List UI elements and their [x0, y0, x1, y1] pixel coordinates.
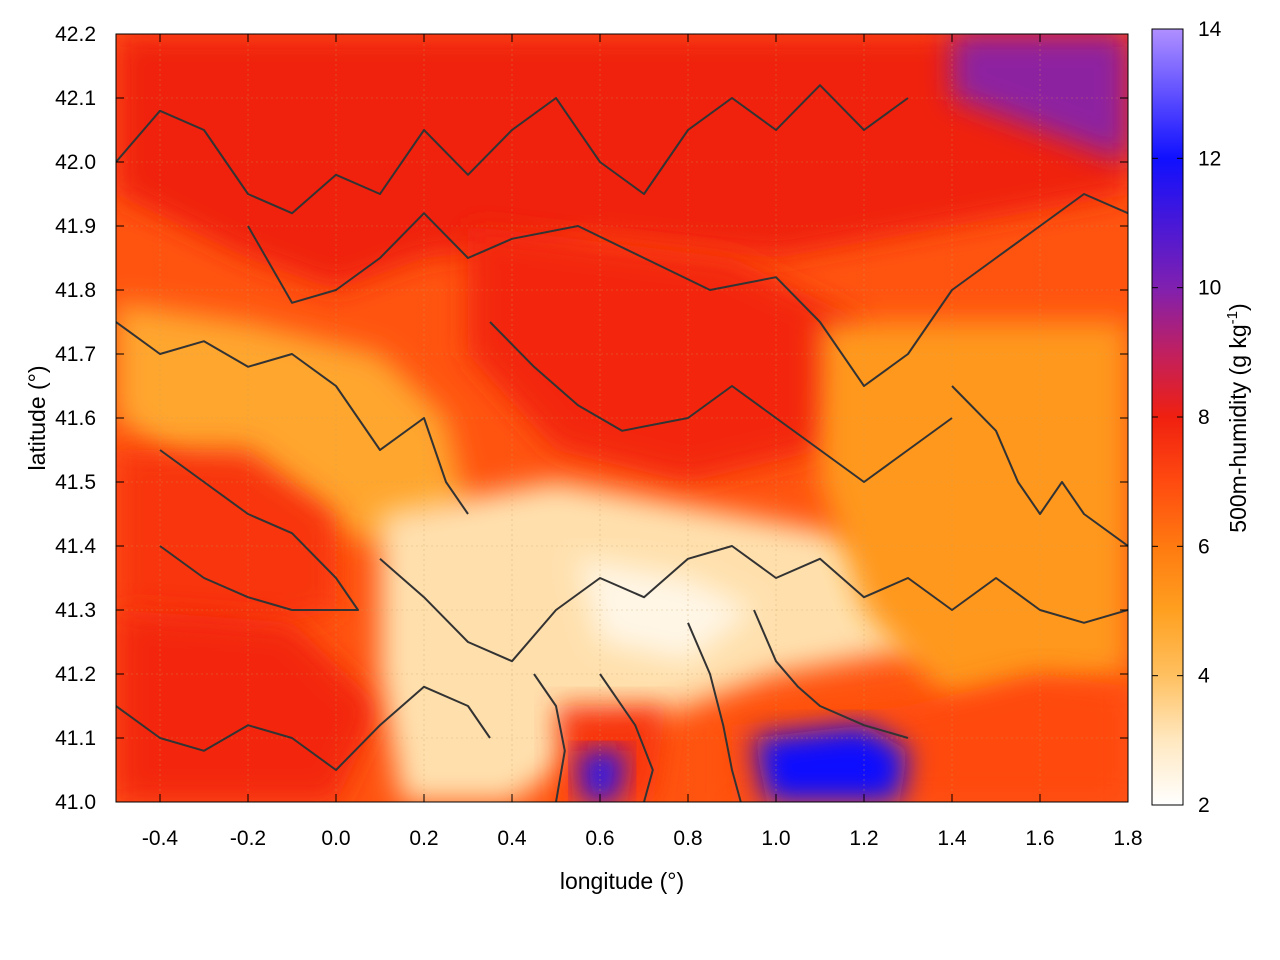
heatmap-region-northeast-purple	[952, 34, 1128, 162]
y-tick-label: 41.8	[55, 279, 96, 302]
y-tick-label: 41.3	[55, 599, 96, 622]
y-tick-label: 41.1	[55, 727, 96, 750]
colorbar-tick-label: 12	[1198, 147, 1221, 170]
y-tick-label: 41.0	[55, 791, 96, 814]
contour-southwest	[116, 685, 491, 771]
x-tick-label: -0.4	[142, 827, 179, 850]
x-tick-label: 1.0	[761, 827, 790, 850]
heatmap-region-west-orange-tongue	[116, 302, 468, 546]
contour-central-lobe	[489, 321, 953, 483]
contour-south-1	[533, 673, 566, 802]
x-tick-label: 0.8	[673, 827, 702, 850]
colorbar-tick-label: 14	[1198, 18, 1222, 41]
y-tick-label: 41.7	[55, 343, 96, 366]
colorbar-tick-label: 8	[1198, 406, 1210, 429]
colorbar-title-sup: -1	[1224, 311, 1241, 324]
x-tick-label: 1.8	[1113, 827, 1142, 850]
colorbar-tick-label: 6	[1198, 535, 1210, 558]
contour-south-3	[687, 622, 742, 802]
contour-upper-mid	[247, 193, 1128, 387]
y-tick-label: 42.0	[55, 151, 96, 174]
colorbar-axis: 2 4 6 8 10 12 14	[1152, 18, 1222, 817]
colorbar-title: 500m-humidity (g kg-1)	[1224, 303, 1251, 532]
y-tick-label: 41.2	[55, 663, 96, 686]
x-tick-label: 1.6	[1025, 827, 1054, 850]
contour-east	[951, 385, 1128, 547]
x-axis-title: longitude (°)	[560, 868, 684, 894]
x-tick-label: 0.0	[321, 827, 350, 850]
y-tick-label: 41.6	[55, 407, 96, 430]
x-tick-label: 0.6	[585, 827, 614, 850]
colorbar-title-end: )	[1225, 303, 1251, 311]
y-tick-label: 42.2	[55, 23, 96, 46]
y-tick-label: 41.5	[55, 471, 96, 494]
colorbar-tick-label: 2	[1198, 794, 1210, 817]
y-axis-title: latitude (°)	[24, 365, 50, 470]
x-tick-label: 0.4	[497, 827, 527, 850]
contour-north	[116, 84, 909, 215]
y-tick-label: 41.9	[55, 215, 96, 238]
x-tick-label: -0.2	[230, 827, 266, 850]
colorbar-tick-label: 4	[1198, 665, 1210, 688]
y-tick-label: 42.1	[55, 87, 96, 110]
heatmap-region-south-blue-core-west	[578, 750, 627, 802]
x-tick-label: 0.2	[409, 827, 438, 850]
colorbar-title-main: 500m-humidity (g kg	[1225, 324, 1251, 532]
contours	[116, 84, 1128, 802]
contour-west-tongue	[116, 321, 469, 515]
y-axis: 41.0 41.1 41.2 41.3 41.4 41.5 41.6 41.7 41.8 41.9…	[55, 23, 1128, 814]
x-axis: -0.4 -0.2 0.0 0.2 0.4 0.6 0.8 1.0 1.2 1.4 1.6 1.8	[142, 34, 1143, 850]
y-tick-label: 41.4	[55, 535, 96, 558]
colorbar-tick-label: 10	[1198, 277, 1221, 300]
contour-mid-south	[379, 545, 1128, 663]
contour-west-patch	[159, 449, 359, 611]
contour-south-2	[599, 673, 654, 802]
contour-south-4	[753, 609, 909, 739]
x-tick-label: 1.4	[937, 827, 967, 850]
heatmap-region-south-blue-core-east	[754, 725, 908, 802]
x-tick-label: 1.2	[849, 827, 878, 850]
